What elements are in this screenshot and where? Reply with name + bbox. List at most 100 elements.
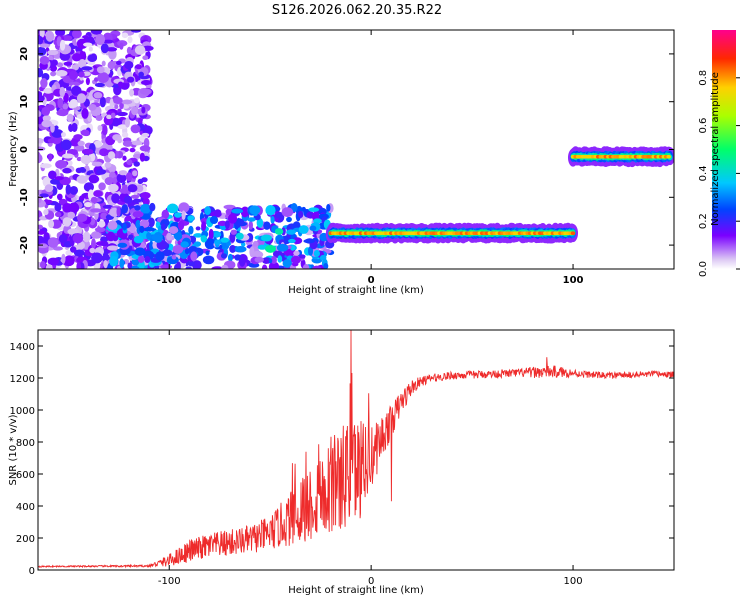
noise-blob bbox=[115, 60, 122, 66]
y-tick-label: 0 bbox=[19, 146, 30, 153]
y-tick-label: -10 bbox=[19, 188, 30, 206]
noise-blob bbox=[116, 111, 128, 117]
noise-blob bbox=[309, 225, 317, 231]
spectrogram-marks bbox=[38, 30, 674, 269]
noise-blob bbox=[76, 213, 88, 222]
noise-blob bbox=[76, 38, 88, 49]
noise-hotspot bbox=[235, 232, 244, 240]
colorbar-tick-label: 0.0 bbox=[698, 261, 709, 277]
noise-blob bbox=[47, 138, 55, 144]
noise-blob bbox=[40, 77, 48, 89]
noise-blob bbox=[54, 211, 62, 218]
y-tick-label: 1000 bbox=[10, 406, 35, 417]
noise-blob bbox=[93, 140, 102, 148]
noise-blob bbox=[161, 249, 173, 257]
noise-blob bbox=[160, 264, 173, 269]
noise-blob bbox=[113, 97, 123, 104]
noise-blob bbox=[268, 261, 280, 269]
noise-blob bbox=[100, 212, 108, 220]
noise-blob bbox=[68, 202, 80, 214]
noise-blob bbox=[292, 237, 303, 245]
noise-blob bbox=[129, 223, 136, 234]
noise-blob bbox=[67, 211, 76, 219]
noise-blob bbox=[302, 263, 310, 269]
noise-blob bbox=[95, 115, 103, 121]
noise-blob bbox=[121, 99, 133, 105]
colorbar-label: Normalized spectral amplitude bbox=[710, 72, 721, 226]
noise-blob bbox=[168, 226, 179, 235]
noise-blob bbox=[177, 220, 185, 231]
noise-hotspot bbox=[193, 241, 202, 247]
noise-blob bbox=[118, 170, 128, 176]
noise-blob bbox=[102, 204, 114, 209]
noise-blob bbox=[99, 96, 106, 108]
spectrogram-ylabel: Frequency (Hz) bbox=[8, 111, 19, 187]
noise-blob bbox=[254, 256, 264, 263]
noise-blob bbox=[98, 182, 106, 191]
noise-blob bbox=[73, 249, 85, 257]
noise-blob bbox=[263, 221, 271, 230]
noise-blob bbox=[39, 193, 49, 198]
noise-blob bbox=[47, 49, 59, 56]
noise-blob bbox=[121, 204, 129, 214]
noise-blob bbox=[96, 66, 105, 74]
noise-hotspot bbox=[173, 232, 183, 241]
noise-blob bbox=[121, 32, 129, 39]
noise-blob bbox=[130, 194, 140, 199]
noise-blob bbox=[38, 35, 44, 45]
noise-blob bbox=[135, 184, 144, 193]
noise-blob bbox=[91, 252, 103, 264]
y-tick-label: -20 bbox=[19, 236, 30, 254]
noise-blob bbox=[62, 217, 72, 227]
noise-blob bbox=[172, 244, 184, 254]
noise-blob bbox=[134, 45, 146, 55]
noise-blob bbox=[236, 217, 241, 229]
noise-blob bbox=[71, 196, 77, 202]
noise-blob bbox=[140, 203, 151, 214]
noise-blob bbox=[122, 155, 127, 161]
noise-blob bbox=[62, 167, 72, 174]
noise-blob bbox=[229, 244, 237, 253]
noise-blob bbox=[185, 266, 193, 269]
colorbar-tick-label: 0.6 bbox=[698, 118, 709, 134]
noise-blob bbox=[88, 174, 99, 184]
noise-blob bbox=[211, 266, 224, 269]
noise-blob bbox=[56, 109, 69, 117]
noise-blob bbox=[84, 202, 93, 208]
noise-blob bbox=[270, 216, 275, 224]
noise-blob bbox=[56, 62, 64, 68]
noise-blob bbox=[71, 122, 78, 132]
noise-blob bbox=[166, 232, 173, 241]
noise-blob bbox=[107, 220, 118, 230]
colorbar-tick-label: 0.2 bbox=[698, 213, 709, 229]
noise-blob bbox=[132, 170, 138, 177]
noise-blob bbox=[103, 259, 108, 269]
noise-blob bbox=[48, 170, 57, 180]
noise-blob bbox=[44, 184, 54, 193]
x-tick-label: -100 bbox=[157, 275, 182, 286]
noise-blob bbox=[100, 241, 109, 247]
noise-blob bbox=[63, 61, 73, 66]
noise-blob bbox=[90, 196, 98, 204]
noise-hotspot bbox=[180, 241, 189, 248]
noise-blob bbox=[131, 140, 143, 146]
noise-blob bbox=[123, 195, 133, 204]
noise-blob bbox=[146, 232, 152, 240]
noise-blob bbox=[176, 261, 181, 269]
noise-blob bbox=[140, 191, 151, 199]
noise-blob bbox=[238, 256, 246, 267]
noise-blob bbox=[124, 117, 131, 128]
noise-blob bbox=[139, 219, 150, 228]
noise-blob bbox=[98, 220, 106, 228]
snr-ylabel: SNR (10 * v/v) bbox=[8, 414, 19, 485]
y-tick-label: 400 bbox=[16, 502, 35, 513]
noise-blob bbox=[142, 197, 150, 206]
noise-hotspot bbox=[214, 239, 221, 246]
noise-blob bbox=[131, 105, 138, 116]
noise-blob bbox=[220, 253, 228, 259]
noise-blob bbox=[38, 68, 44, 78]
noise-blob bbox=[130, 30, 142, 33]
y-tick-label: 600 bbox=[16, 470, 35, 481]
